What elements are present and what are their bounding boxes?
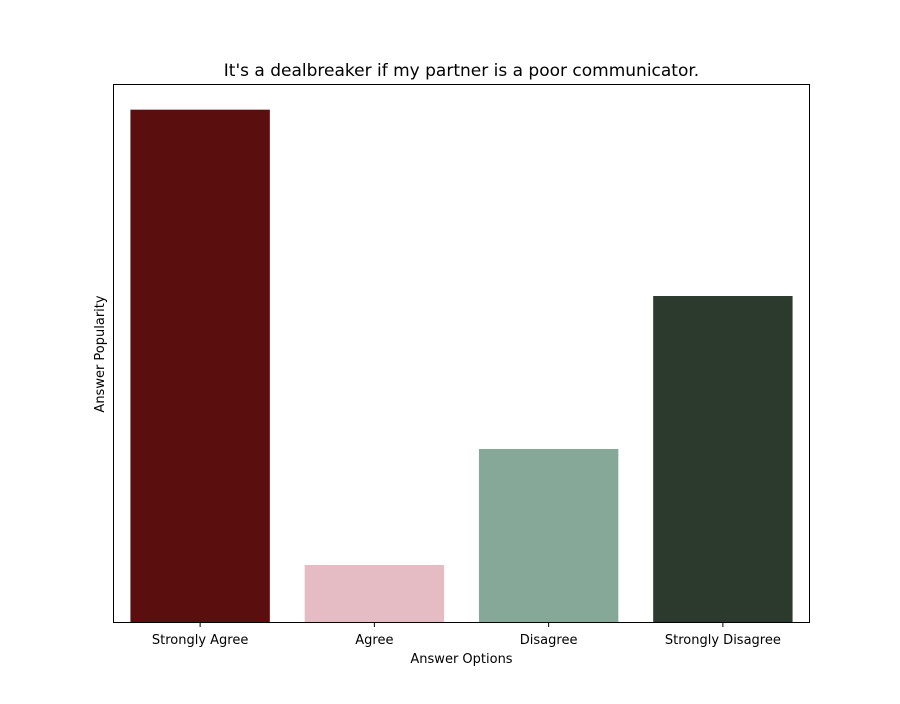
plot-frame [113,84,810,623]
bars-layer [130,109,793,624]
chart-title: It's a dealbreaker if my partner is a po… [224,61,699,81]
bar [304,564,445,623]
x-ticks-layer: Strongly Agree Agree Disagree Strongly Disa… [152,623,781,648]
bar [653,296,793,623]
x-tick-label: Strongly Agree [152,633,249,648]
x-tick-label: Agree [355,633,393,648]
x-axis-label: Answer Options [410,652,512,667]
bar [478,448,619,623]
x-tick-label: Strongly Disagree [665,633,781,648]
x-tick-label: Disagree [520,633,578,648]
y-axis-label: Answer Popularity [93,295,108,412]
bar [130,109,270,624]
